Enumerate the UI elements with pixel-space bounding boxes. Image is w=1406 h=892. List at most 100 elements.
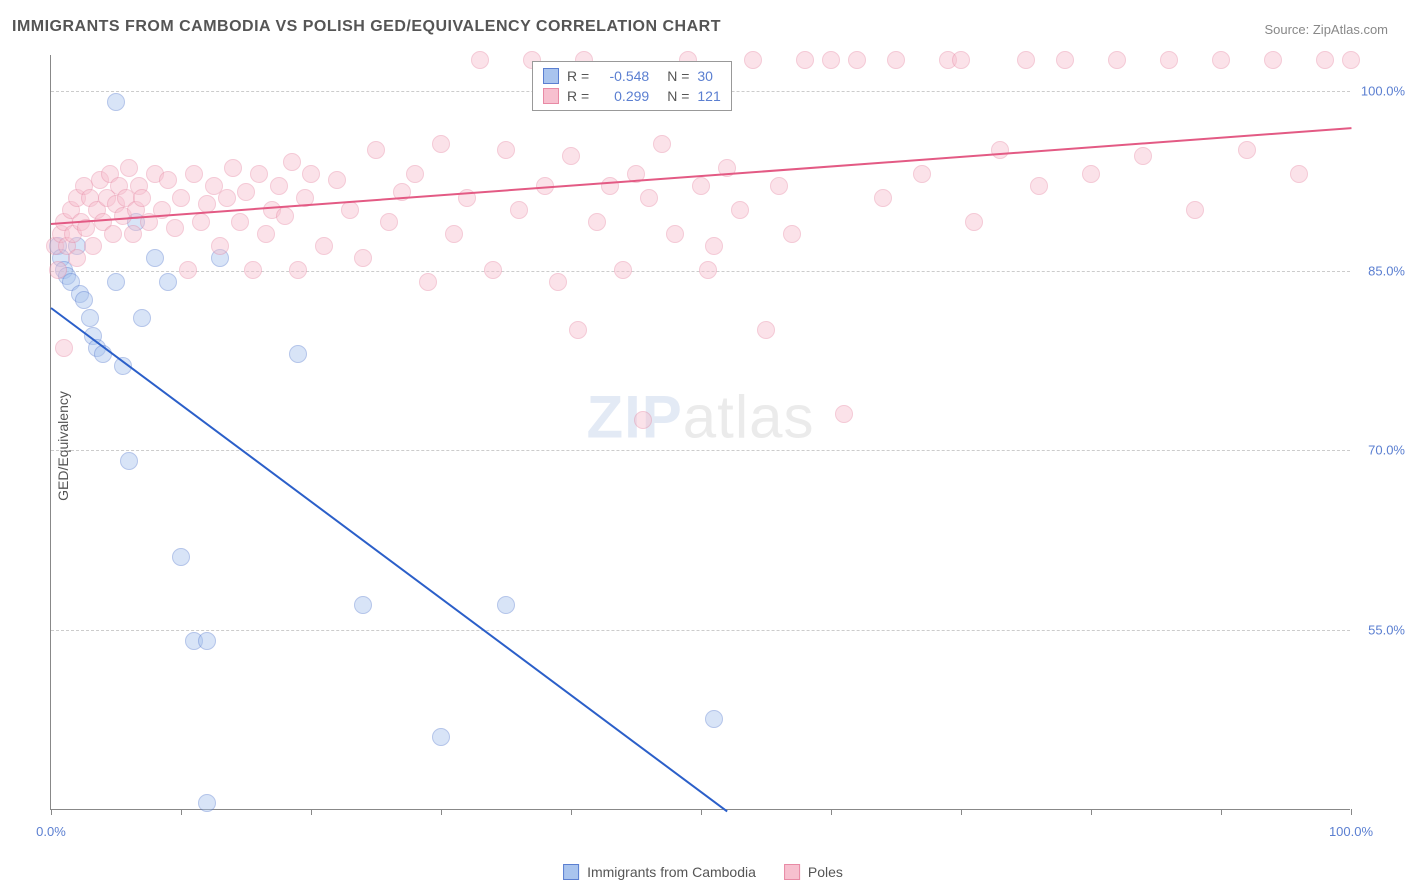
scatter-point <box>562 147 580 165</box>
scatter-point <box>354 249 372 267</box>
gridline <box>51 630 1350 631</box>
scatter-point <box>432 135 450 153</box>
scatter-point <box>991 141 1009 159</box>
scatter-point <box>484 261 502 279</box>
trend-line <box>50 307 727 812</box>
scatter-point <box>166 219 184 237</box>
x-tick-label-right: 100.0% <box>1329 824 1373 839</box>
x-tick <box>311 809 312 815</box>
scatter-point <box>341 201 359 219</box>
scatter-point <box>328 171 346 189</box>
scatter-point <box>367 141 385 159</box>
scatter-point <box>874 189 892 207</box>
scatter-point <box>614 261 632 279</box>
legend-row: R = 0.299 N = 121 <box>543 86 721 106</box>
scatter-point <box>497 596 515 614</box>
scatter-point <box>1212 51 1230 69</box>
scatter-point <box>179 261 197 279</box>
scatter-point <box>634 411 652 429</box>
legend-r-label: R = <box>567 68 589 84</box>
x-tick <box>571 809 572 815</box>
source-label: Source: ZipAtlas.com <box>1264 22 1388 37</box>
x-tick <box>961 809 962 815</box>
scatter-point <box>952 51 970 69</box>
scatter-point <box>257 225 275 243</box>
scatter-point <box>653 135 671 153</box>
legend-swatch <box>543 88 559 104</box>
scatter-point <box>159 171 177 189</box>
correlation-legend: R =-0.548N =30R =0.299N =121 <box>532 61 732 111</box>
bottom-legend-label: Poles <box>808 864 843 880</box>
scatter-point <box>770 177 788 195</box>
scatter-point <box>172 189 190 207</box>
scatter-point <box>822 51 840 69</box>
scatter-point <box>666 225 684 243</box>
bottom-legend-label: Immigrants from Cambodia <box>587 864 756 880</box>
scatter-point <box>244 261 262 279</box>
bottom-legend-item: Poles <box>784 864 843 880</box>
scatter-point <box>302 165 320 183</box>
x-tick <box>51 809 52 815</box>
legend-row: R =-0.548N =30 <box>543 66 721 86</box>
scatter-point <box>1290 165 1308 183</box>
scatter-point <box>887 51 905 69</box>
scatter-point <box>419 273 437 291</box>
scatter-point <box>783 225 801 243</box>
scatter-point <box>1264 51 1282 69</box>
scatter-point <box>159 273 177 291</box>
scatter-point <box>237 183 255 201</box>
scatter-point <box>1082 165 1100 183</box>
scatter-point <box>1186 201 1204 219</box>
y-tick-label: 85.0% <box>1357 263 1405 278</box>
scatter-point <box>471 51 489 69</box>
legend-n-value: 30 <box>697 68 713 84</box>
scatter-point <box>835 405 853 423</box>
plot-area: ZIPatlas 55.0%70.0%85.0%100.0%0.0%100.0%… <box>50 55 1350 810</box>
scatter-point <box>510 201 528 219</box>
watermark: ZIPatlas <box>586 382 814 451</box>
scatter-point <box>172 548 190 566</box>
scatter-point <box>1316 51 1334 69</box>
scatter-point <box>120 452 138 470</box>
scatter-point <box>289 345 307 363</box>
scatter-point <box>1160 51 1178 69</box>
scatter-point <box>699 261 717 279</box>
scatter-point <box>133 309 151 327</box>
scatter-point <box>68 249 86 267</box>
x-tick <box>701 809 702 815</box>
scatter-point <box>211 237 229 255</box>
scatter-point <box>380 213 398 231</box>
legend-swatch <box>543 68 559 84</box>
y-tick-label: 100.0% <box>1357 83 1405 98</box>
watermark-light: atlas <box>683 383 815 450</box>
scatter-point <box>198 632 216 650</box>
scatter-point <box>250 165 268 183</box>
scatter-point <box>848 51 866 69</box>
scatter-point <box>744 51 762 69</box>
legend-n-value: 121 <box>697 88 720 104</box>
scatter-point <box>1030 177 1048 195</box>
scatter-point <box>283 153 301 171</box>
scatter-point <box>185 165 203 183</box>
scatter-point <box>84 237 102 255</box>
legend-n-label: N = <box>667 88 689 104</box>
scatter-point <box>107 93 125 111</box>
x-tick <box>441 809 442 815</box>
scatter-point <box>218 189 236 207</box>
scatter-point <box>81 309 99 327</box>
legend-r-label: R = <box>567 88 589 104</box>
scatter-point <box>224 159 242 177</box>
scatter-point <box>913 165 931 183</box>
scatter-point <box>231 213 249 231</box>
scatter-point <box>705 710 723 728</box>
scatter-point <box>549 273 567 291</box>
x-tick <box>1091 809 1092 815</box>
scatter-point <box>432 728 450 746</box>
scatter-point <box>124 225 142 243</box>
scatter-point <box>133 189 151 207</box>
scatter-point <box>757 321 775 339</box>
legend-r-value: 0.299 <box>597 88 649 104</box>
scatter-point <box>1017 51 1035 69</box>
chart-title: IMMIGRANTS FROM CAMBODIA VS POLISH GED/E… <box>12 18 721 36</box>
scatter-point <box>75 291 93 309</box>
